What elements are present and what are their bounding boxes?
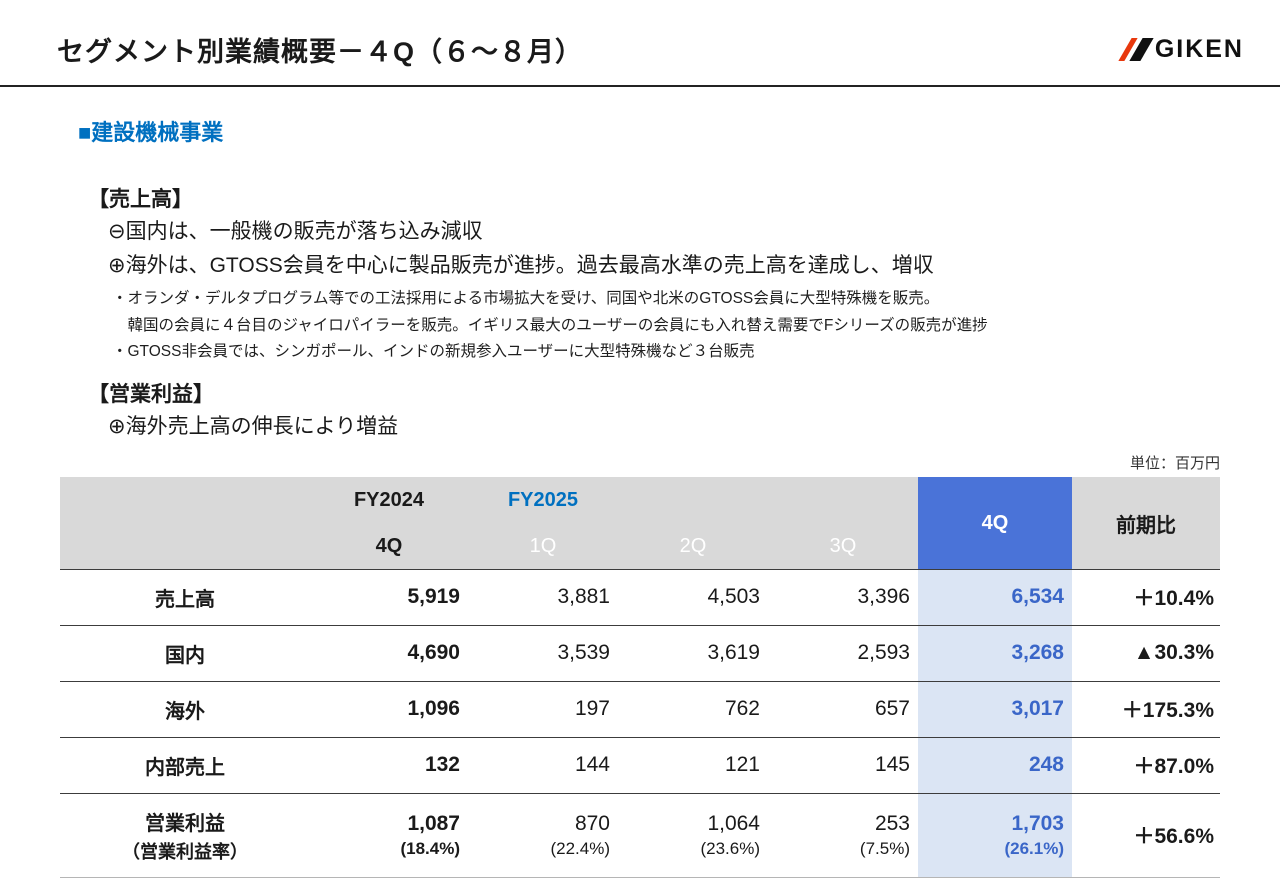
cell-q4-rate: (26.1%) [1004, 838, 1064, 858]
profit-block: 【営業利益】 ⊕海外売上高の伸長により増益 [88, 378, 1280, 442]
header-fy2024: FY2024 [310, 477, 468, 524]
row-label: 内部売上 [145, 756, 225, 779]
header-fy2025: FY2025 [468, 477, 618, 524]
cell-q2: 762 [724, 697, 760, 721]
table-body: 売上高 5,919 3,881 4,503 3,396 6,534 ＋10.4%… [60, 569, 1220, 878]
table-row-domestic: 国内 4,690 3,539 3,619 2,593 3,268 ▲30.3% [60, 625, 1220, 682]
sales-note: ・GTOSS非会員では、シンガポール、インドの新規参入ユーザーに大型特殊機など３… [112, 343, 755, 361]
header-spacer [768, 477, 918, 524]
sales-block: 【売上高】 ⊖国内は、一般機の販売が落ち込み減収 ⊕海外は、GTOSS会員を中心… [88, 183, 1280, 442]
cell-q2: 121 [724, 753, 760, 777]
row-label: 国内 [165, 644, 205, 667]
cell-q4: 248 [918, 737, 1072, 794]
row-label: 売上高 [155, 588, 215, 611]
section-heading: ■建設機械事業 [78, 120, 224, 145]
cell-yoy: ＋10.4% [1133, 587, 1214, 611]
header-q2: 2Q [618, 523, 768, 570]
header-spacer [618, 477, 768, 524]
cell-fy2024-4q: 132 [424, 753, 460, 777]
sales-note: 韓国の会員に４台目のジャイロパイラーを販売。イギリス最大のユーザーの会員にも入れ… [112, 316, 988, 334]
header-row-label-cell [60, 477, 310, 570]
table-row-overseas: 海外 1,096 197 762 657 3,017 ＋175.3% [60, 681, 1220, 738]
sales-note: ・オランダ・デルタプログラム等での工法採用による市場拡大を受け、同国や北米のGT… [112, 289, 940, 307]
profit-line: ⊕海外売上高の伸長により増益 [108, 414, 399, 438]
row-sublabel: （営業利益率） [122, 841, 248, 862]
cell-q1: 870 [574, 811, 610, 835]
cell-fy2024-4q-rate: (18.4%) [400, 838, 460, 858]
results-table: FY2024 FY2025 4Q 前期比 4Q 1Q 2Q 3Q 売上高 5,9… [60, 477, 1220, 878]
sales-heading: 【売上高】 [88, 188, 193, 211]
header-q1: 1Q [468, 523, 618, 570]
cell-q1: 3,539 [557, 641, 610, 665]
cell-q2: 1,064 [707, 811, 760, 835]
cell-q3: 3,396 [857, 585, 910, 609]
cell-q2: 4,503 [707, 585, 760, 609]
unit-label: 単位：百万円 [1129, 455, 1220, 473]
header-bar: セグメント別業績概要－４Q（６～８月） GIKEN [0, 0, 1280, 87]
cell-q4: 6,534 [918, 569, 1072, 626]
sales-line: ⊖国内は、一般機の販売が落ち込み減収 [108, 220, 483, 243]
cell-q3: 657 [874, 697, 910, 721]
cell-fy2024-4q: 4,690 [407, 641, 460, 665]
cell-q4: 3,017 [918, 681, 1072, 738]
header-q3: 3Q [768, 523, 918, 570]
cell-yoy: ▲30.3% [1133, 641, 1214, 665]
cell-fy2024-4q: 1,087 [407, 811, 460, 835]
row-label: 海外 [165, 700, 205, 723]
header-fy2024-4q: 4Q [310, 523, 468, 570]
cell-q4: 1,703 [1011, 811, 1064, 835]
cell-yoy: ＋87.0% [1133, 755, 1214, 779]
header-q4-highlight: 4Q [918, 477, 1072, 570]
sales-line: ⊕海外は、GTOSS会員を中心に製品販売が進捗。過去最高水準の売上高を達成し、増… [108, 254, 934, 278]
cell-q4: 3,268 [918, 625, 1072, 682]
cell-q1: 3,881 [557, 585, 610, 609]
cell-fy2024-4q: 1,096 [407, 697, 460, 721]
cell-yoy: ＋175.3% [1121, 699, 1214, 723]
cell-q3: 253 [874, 811, 910, 835]
cell-yoy: ＋56.6% [1133, 825, 1214, 849]
cell-q1-rate: (22.4%) [550, 838, 610, 858]
cell-fy2024-4q: 5,919 [407, 585, 460, 609]
row-label: 営業利益 [145, 812, 225, 835]
cell-q2: 3,619 [707, 641, 760, 665]
table-row-internal-sales: 内部売上 132 144 121 145 248 ＋87.0% [60, 737, 1220, 794]
cell-q1: 197 [574, 697, 610, 721]
table-row-sales: 売上高 5,919 3,881 4,503 3,396 6,534 ＋10.4% [60, 569, 1220, 626]
table-header: FY2024 FY2025 4Q 前期比 4Q 1Q 2Q 3Q [60, 477, 1220, 570]
header-yoy: 前期比 [1072, 477, 1220, 570]
cell-q3: 145 [874, 753, 910, 777]
cell-q3: 2,593 [857, 641, 910, 665]
table-row-operating-profit: 営業利益 （営業利益率） 1,087 (18.4%) 870 (22.4%) 1… [60, 793, 1220, 878]
profit-heading: 【営業利益】 [88, 382, 214, 406]
logo-text: GIKEN [1154, 35, 1244, 63]
giken-logo: GIKEN [1118, 35, 1244, 64]
cell-q3-rate: (7.5%) [859, 838, 910, 858]
cell-q1: 144 [574, 753, 610, 777]
page-title: セグメント別業績概要－４Q（６～８月） [57, 37, 584, 67]
cell-q2-rate: (23.6%) [700, 838, 760, 858]
